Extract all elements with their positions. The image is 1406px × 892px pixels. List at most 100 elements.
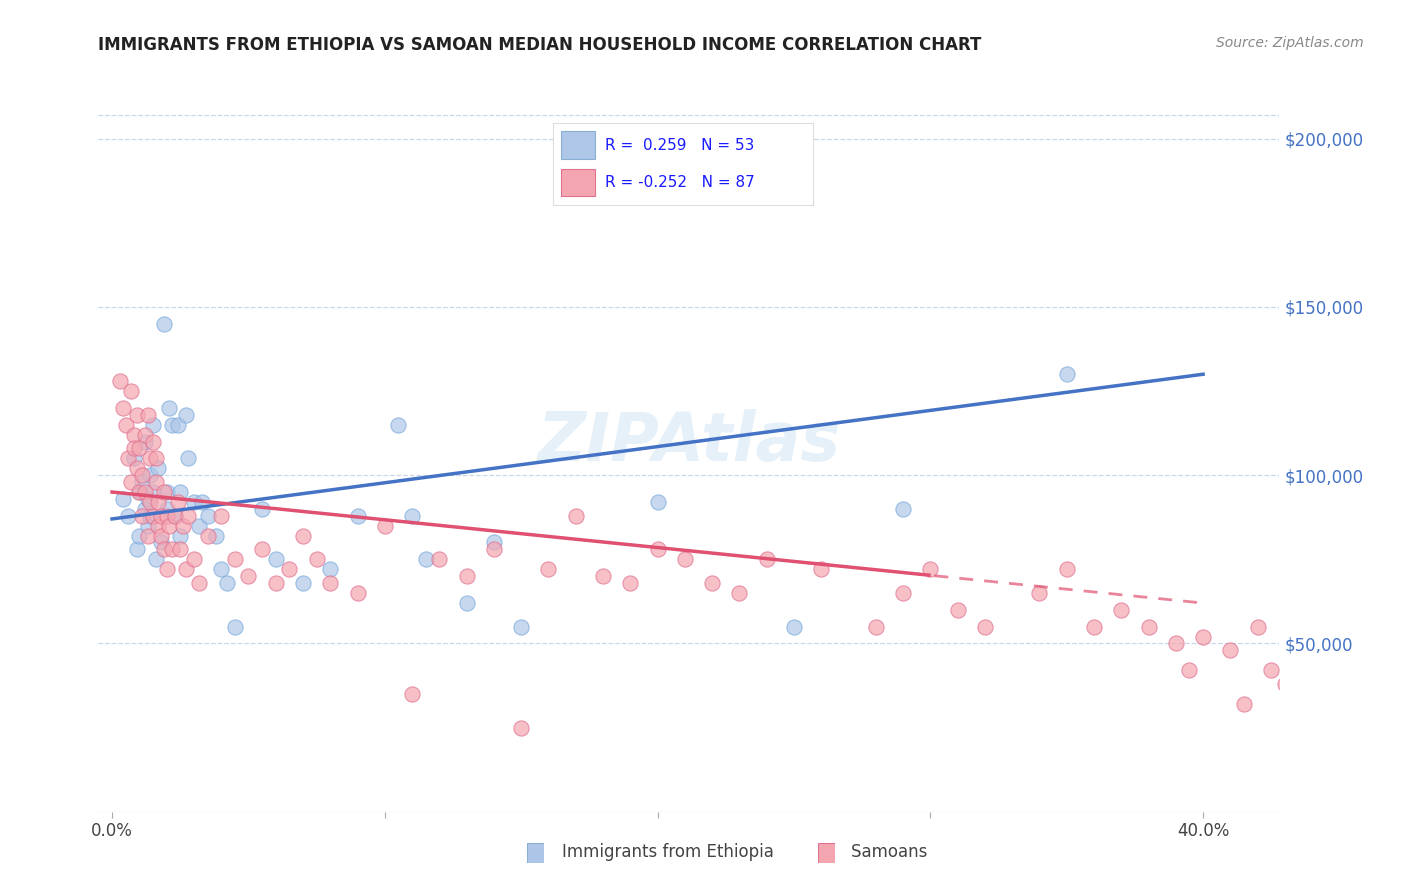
Point [810, 562, 832, 576]
Point [700, 575, 723, 590]
Point [387, 417, 409, 432]
Point [150, 529, 173, 543]
Point [1219, 643, 1241, 657]
Point [197, 529, 219, 543]
Point [128, 485, 150, 500]
Point [564, 508, 586, 523]
Point [153, 542, 176, 557]
Point [191, 495, 214, 509]
Point [291, 575, 314, 590]
Point [145, 451, 167, 466]
Point [319, 562, 342, 576]
Point [183, 552, 205, 566]
Point [139, 451, 162, 466]
Point [1137, 619, 1160, 633]
Point [136, 491, 159, 506]
Point [728, 586, 751, 600]
Point [1192, 630, 1215, 644]
Point [155, 508, 177, 523]
Point [122, 427, 145, 442]
Point [157, 518, 180, 533]
Point [673, 552, 696, 566]
Point [482, 535, 505, 549]
Point [415, 552, 437, 566]
Point [510, 721, 533, 735]
Point [117, 508, 139, 523]
Point [278, 562, 301, 576]
Point [647, 542, 669, 557]
Point [169, 542, 191, 557]
Point [134, 485, 156, 500]
Point [122, 451, 145, 466]
Point [169, 485, 191, 500]
Point [346, 508, 368, 523]
Point [647, 495, 669, 509]
Point [865, 619, 887, 633]
Point [1274, 677, 1296, 691]
Point [125, 408, 148, 422]
Point [250, 542, 273, 557]
Text: Source: ZipAtlas.com: Source: ZipAtlas.com [1216, 36, 1364, 50]
Point [134, 427, 156, 442]
Point [139, 468, 162, 483]
Point [131, 468, 153, 483]
Text: IMMIGRANTS FROM ETHIOPIA VS SAMOAN MEDIAN HOUSEHOLD INCOME CORRELATION CHART: IMMIGRANTS FROM ETHIOPIA VS SAMOAN MEDIA… [98, 36, 981, 54]
Point [188, 518, 211, 533]
Point [374, 518, 396, 533]
Point [134, 501, 156, 516]
Point [174, 562, 197, 576]
Point [150, 535, 173, 549]
Point [215, 575, 238, 590]
Point [537, 562, 560, 576]
Point [401, 687, 423, 701]
Point [264, 552, 287, 566]
Point [238, 569, 260, 583]
Point [166, 495, 188, 509]
Point [148, 495, 170, 509]
Point [163, 508, 186, 523]
Point [163, 508, 186, 523]
Point [155, 562, 177, 576]
Point [120, 475, 142, 489]
Point [131, 508, 153, 523]
Point [1164, 636, 1187, 650]
Point [110, 374, 132, 388]
Point [134, 434, 156, 449]
Text: ZIPAtlas: ZIPAtlas [537, 409, 841, 475]
Point [153, 317, 176, 331]
Point [755, 552, 778, 566]
Point [117, 451, 139, 466]
Point [174, 408, 197, 422]
Point [224, 619, 246, 633]
Point [148, 461, 170, 475]
Point [946, 603, 969, 617]
Point [166, 417, 188, 432]
Point [128, 485, 150, 500]
Point [142, 508, 165, 523]
Point [136, 529, 159, 543]
Point [456, 596, 478, 610]
Point [142, 434, 165, 449]
Point [346, 586, 368, 600]
Point [150, 508, 173, 523]
Point [188, 575, 211, 590]
Point [204, 529, 226, 543]
Point [139, 508, 162, 523]
Text: Immigrants from Ethiopia: Immigrants from Ethiopia [541, 843, 775, 861]
Point [783, 619, 806, 633]
Point [891, 501, 914, 516]
Point [1109, 603, 1132, 617]
Point [891, 586, 914, 600]
Point [155, 485, 177, 500]
Point [136, 518, 159, 533]
Point [157, 401, 180, 415]
Point [291, 529, 314, 543]
Point [401, 508, 423, 523]
Point [1083, 619, 1105, 633]
Point [145, 552, 167, 566]
Point [139, 495, 162, 509]
Point [148, 518, 170, 533]
Point [114, 417, 136, 432]
Point [183, 495, 205, 509]
Point [169, 529, 191, 543]
